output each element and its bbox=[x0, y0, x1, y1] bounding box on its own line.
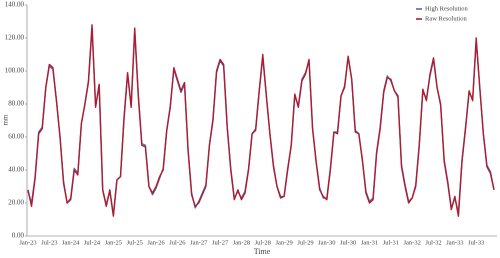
series-line bbox=[27, 27, 495, 216]
x-tick-label: Jul-26 bbox=[169, 239, 186, 246]
x-tick-label: Jan-30 bbox=[318, 239, 335, 246]
legend-label: Raw Resolution bbox=[425, 15, 467, 22]
x-tick-label: Jul-27 bbox=[212, 239, 229, 246]
x-tick-label: Jan-26 bbox=[147, 239, 165, 246]
x-tick-label: Jul-29 bbox=[297, 239, 313, 246]
x-tick-label: Jul-33 bbox=[468, 239, 484, 246]
series-line bbox=[27, 24, 495, 217]
x-tick-label: Jul-25 bbox=[127, 239, 143, 246]
y-tick-label: 100.00 bbox=[5, 67, 25, 75]
y-axis-label: mm bbox=[2, 114, 10, 125]
x-tick-label: Jan-24 bbox=[62, 239, 80, 246]
x-tick-label: Jan-27 bbox=[190, 239, 208, 246]
x-tick-label: Jan-32 bbox=[404, 239, 421, 246]
x-tick-label: Jul-23 bbox=[41, 239, 57, 246]
y-tick-label: 80.00 bbox=[8, 100, 24, 108]
y-tick-label: 20.00 bbox=[8, 199, 24, 207]
y-tick-label: 40.00 bbox=[8, 166, 24, 174]
x-tick-label: Jul-24 bbox=[84, 239, 101, 246]
x-tick-label: Jan-29 bbox=[275, 239, 292, 246]
y-tick-label: 140.00 bbox=[5, 1, 25, 9]
x-tick-label: Jul-30 bbox=[340, 239, 356, 246]
x-tick-label: Jan-31 bbox=[361, 239, 378, 246]
x-axis-label: Time bbox=[254, 247, 271, 256]
y-tick-label: 0.00 bbox=[12, 232, 25, 240]
y-tick-label: 120.00 bbox=[5, 34, 25, 42]
x-tick-label: Jan-25 bbox=[105, 239, 122, 246]
x-tick-label: Jul-28 bbox=[255, 239, 271, 246]
legend-label: High Resolution bbox=[425, 5, 469, 12]
y-tick-label: 60.00 bbox=[8, 133, 24, 141]
x-tick-label: Jul-31 bbox=[383, 239, 399, 246]
x-tick-label: Jul-32 bbox=[425, 239, 441, 246]
x-tick-label: Jan-33 bbox=[446, 239, 463, 246]
x-tick-label: Jan-23 bbox=[19, 239, 36, 246]
x-tick-label: Jan-28 bbox=[233, 239, 250, 246]
